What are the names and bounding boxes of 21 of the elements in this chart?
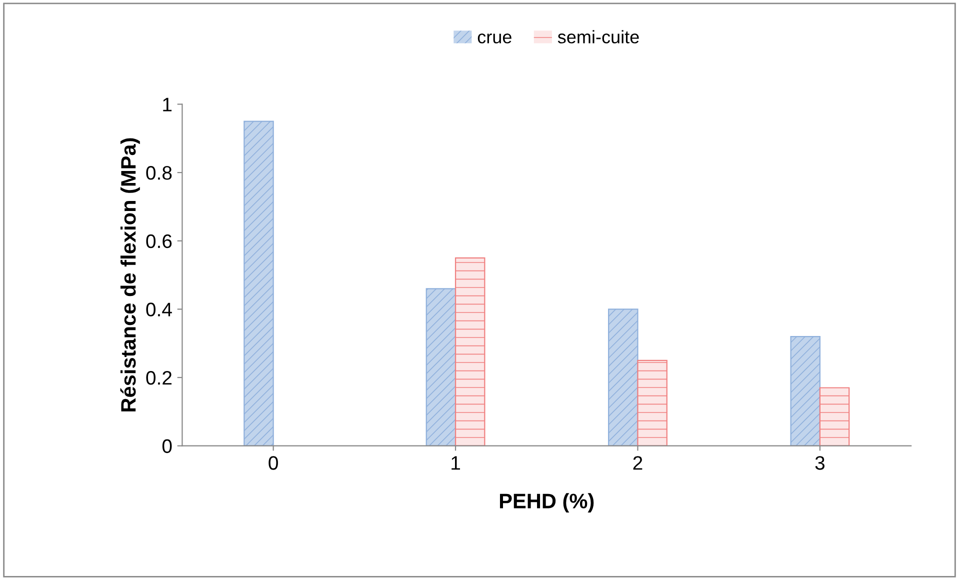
bar bbox=[426, 288, 456, 446]
bar bbox=[819, 387, 850, 446]
y-tick-label: 0 bbox=[162, 439, 172, 454]
y-tick-label: 0.6 bbox=[146, 234, 172, 248]
x-tick-label: 2 bbox=[633, 456, 642, 470]
bar bbox=[454, 257, 486, 446]
y-tick-label: 0.2 bbox=[146, 370, 172, 385]
x-tick-label: 0 bbox=[268, 456, 278, 470]
bar bbox=[790, 336, 820, 446]
y-tick-label: 0.8 bbox=[146, 166, 172, 180]
bar bbox=[244, 120, 274, 446]
legend-label: crue bbox=[478, 34, 512, 44]
y-axis-title: Résistance de flexion (MPa) bbox=[120, 138, 140, 412]
x-tick-label: 3 bbox=[815, 456, 824, 470]
y-tick-label: 0.4 bbox=[146, 302, 172, 316]
y-tick-label: 1 bbox=[163, 98, 172, 112]
bar bbox=[608, 308, 638, 446]
x-tick-label: 1 bbox=[452, 456, 460, 470]
legend-label: semi-cuite bbox=[558, 30, 639, 44]
x-axis-title: PEHD (%) bbox=[500, 493, 594, 513]
bar bbox=[637, 360, 668, 446]
